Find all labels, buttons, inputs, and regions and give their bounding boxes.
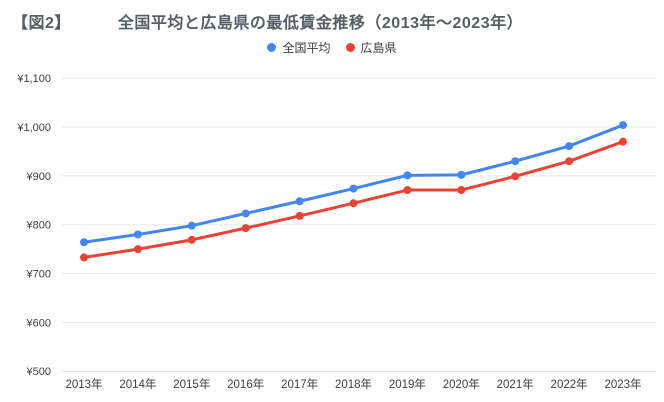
chart-legend: 全国平均 広島県 (0, 39, 664, 56)
y-axis-tick-label: ¥800 (26, 220, 51, 232)
y-axis-tick-label: ¥500 (26, 366, 51, 378)
data-point (295, 197, 304, 206)
x-axis-tick-label: 2021年 (497, 377, 534, 391)
data-point (511, 172, 520, 181)
data-point (619, 121, 627, 130)
x-axis-tick-label: 2017年 (281, 377, 318, 391)
x-axis-tick-label: 2023年 (604, 377, 641, 391)
data-point (133, 245, 142, 254)
y-axis-tick-label: ¥700 (26, 269, 51, 281)
x-axis-tick-label: 2015年 (173, 377, 210, 391)
x-axis-tick-label: 2013年 (65, 377, 102, 391)
legend-item-hiroshima: 広島県 (345, 39, 397, 56)
data-point (565, 157, 574, 166)
legend-dot-icon (345, 43, 355, 52)
data-point (565, 142, 574, 151)
data-point (403, 171, 412, 180)
chart-header: 【図2】 全国平均と広島県の最低賃金推移（2013年〜2023年） (12, 9, 523, 33)
data-point (187, 235, 196, 244)
data-point (295, 211, 304, 220)
legend-dot-icon (267, 43, 277, 52)
data-point (619, 137, 627, 146)
x-axis-tick-label: 2016年 (227, 377, 264, 391)
data-point (457, 186, 466, 195)
data-point (80, 253, 88, 262)
figure-label: 【図2】 (12, 15, 71, 32)
y-axis-tick-label: ¥900 (26, 171, 51, 183)
x-axis-tick-label: 2018年 (335, 377, 372, 391)
data-point (133, 230, 142, 239)
data-point (403, 186, 412, 195)
chart-title: 全国平均と広島県の最低賃金推移（2013年〜2023年） (117, 15, 524, 32)
data-point (349, 199, 358, 208)
data-point (511, 157, 520, 166)
x-axis-tick-label: 2020年 (443, 377, 480, 391)
x-axis-tick-label: 2019年 (389, 377, 426, 391)
x-axis-tick-label: 2022年 (551, 377, 588, 391)
data-point (80, 238, 88, 247)
data-point (241, 209, 250, 218)
legend-label: 全国平均 (282, 41, 331, 55)
y-axis-tick-label: ¥1,100 (16, 73, 51, 85)
y-axis-tick-label: ¥1,000 (16, 122, 51, 134)
y-axis-tick-label: ¥600 (26, 317, 51, 329)
data-point (457, 170, 466, 179)
legend-label: 広島県 (360, 41, 397, 55)
data-point (187, 221, 196, 230)
data-point (349, 184, 358, 193)
data-point (241, 224, 250, 233)
legend-item-national-average: 全国平均 (267, 39, 331, 56)
x-axis-tick-label: 2014年 (119, 377, 156, 391)
